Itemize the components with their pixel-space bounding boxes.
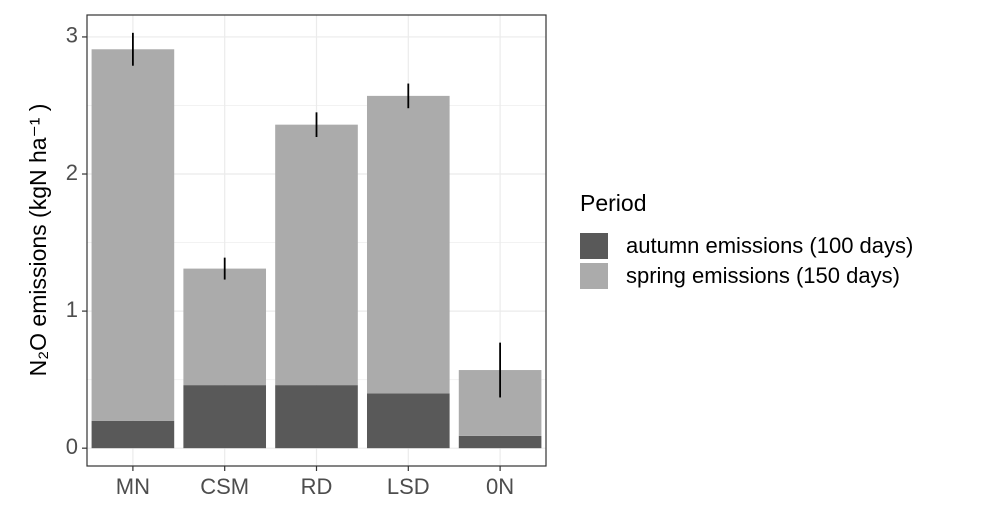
legend-swatch <box>580 263 608 289</box>
x-tick-label: RD <box>301 474 333 499</box>
y-axis-label: N₂O emissions (kgN ha⁻¹ ) <box>25 104 51 377</box>
bar-segment <box>275 124 358 386</box>
legend-label: autumn emissions (100 days) <box>626 233 913 258</box>
legend-label: spring emissions (150 days) <box>626 263 900 288</box>
legend-title: Period <box>580 190 646 216</box>
x-tick-label: LSD <box>387 474 430 499</box>
bar-segment <box>183 268 267 386</box>
legend-swatch <box>580 233 608 259</box>
panel-border <box>86 14 547 467</box>
y-tick-label: 1 <box>66 297 78 322</box>
bar-segment <box>91 49 175 421</box>
y-tick-label: 0 <box>66 434 78 459</box>
bar-segment <box>183 385 267 449</box>
y-tick-label: 2 <box>66 160 78 185</box>
x-tick-label: 0N <box>486 474 514 499</box>
x-tick-label: MN <box>116 474 150 499</box>
bar-segment <box>366 95 450 394</box>
bar-segment <box>458 435 542 449</box>
bar-segment <box>275 385 358 449</box>
y-tick-label: 3 <box>66 23 78 48</box>
bar-segment <box>91 420 175 449</box>
x-tick-label: CSM <box>200 474 249 499</box>
bar-segment <box>366 393 450 449</box>
